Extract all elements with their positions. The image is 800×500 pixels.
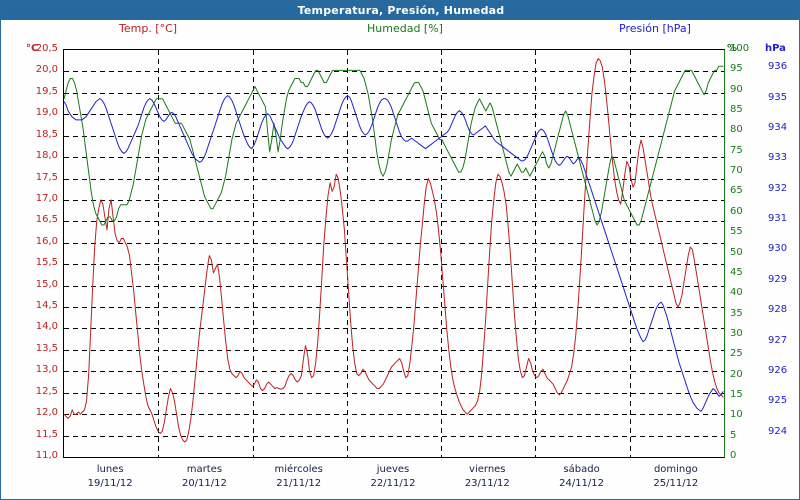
axis-tick-label: 19,5 xyxy=(35,85,58,97)
axis-tick-label: 12,5 xyxy=(35,385,58,397)
axis-tick-label: 16,5 xyxy=(35,214,58,226)
chart-legend: Temp. [°C] Humedad [%] Presión [hPa] xyxy=(1,22,799,38)
axis-tick-label: 929 xyxy=(768,273,788,285)
axis-tick-label: 95 xyxy=(730,63,743,75)
axis-tick-label: 55 xyxy=(730,226,743,238)
axis-tick-label: 934 xyxy=(768,121,788,133)
axis-unit-celsius: °C xyxy=(26,43,39,54)
axis-tick-label: 75 xyxy=(730,144,743,156)
axis-tick-label: 65 xyxy=(730,185,743,197)
x-axis-date: 22/11/12 xyxy=(370,478,416,489)
axis-tick-label: 933 xyxy=(768,152,788,164)
x-axis-date: 23/11/12 xyxy=(464,478,510,489)
axis-tick-label: 15,0 xyxy=(35,278,58,290)
x-axis-date: 19/11/12 xyxy=(87,478,133,489)
window-title-bar: Temperatura, Presión, Humedad xyxy=(1,1,799,20)
axis-tick-label: 60 xyxy=(730,205,743,217)
axis-tick-label: 11,5 xyxy=(35,428,58,440)
x-axis-date: 25/11/12 xyxy=(653,478,699,489)
axis-tick-label: 40 xyxy=(730,287,743,299)
axis-tick-label: 12,0 xyxy=(35,407,58,419)
axis-tick-label: 14,5 xyxy=(35,300,58,312)
x-axis-date: 20/11/12 xyxy=(181,478,227,489)
axis-tick-label: 80 xyxy=(730,124,743,136)
legend-item-humidity: Humedad [%] xyxy=(367,22,443,35)
legend-item-pressure: Presión [hPa] xyxy=(619,22,691,35)
axis-tick-label: 16,0 xyxy=(35,235,58,247)
x-axis-tick-label: viernes 23/11/12 xyxy=(432,463,542,491)
axis-tick-label: 13,0 xyxy=(35,364,58,376)
axis-tick-label: 70 xyxy=(730,165,743,177)
axis-tick-label: 11,0 xyxy=(35,450,58,461)
x-axis-tick-label: lunes 19/11/12 xyxy=(55,463,165,491)
axis-tick-label: 45 xyxy=(730,266,743,278)
axis-tick-label: 35 xyxy=(730,307,743,319)
x-axis-day-name: miércoles xyxy=(274,464,323,475)
axis-tick-label: 90 xyxy=(730,83,743,95)
x-axis-day-name: martes xyxy=(186,464,223,475)
x-axis-tick-label: martes 20/11/12 xyxy=(149,463,259,491)
axis-tick-label: 20 xyxy=(730,368,743,380)
axis-tick-label: 19,0 xyxy=(35,107,58,119)
plot-svg xyxy=(64,50,724,457)
x-axis-day-name: jueves xyxy=(376,464,410,475)
axis-tick-label: 18,5 xyxy=(35,128,58,140)
axis-tick-label: 15 xyxy=(730,388,743,400)
x-axis-tick-label: miércoles 21/11/12 xyxy=(244,463,354,491)
legend-item-temperature: Temp. [°C] xyxy=(119,22,178,35)
axis-tick-label: 5 xyxy=(730,429,737,441)
axis-tick-label: 25 xyxy=(730,348,743,360)
axis-tick-label: 30 xyxy=(730,327,743,339)
x-axis-tick-label: jueves 22/11/12 xyxy=(338,463,448,491)
x-axis-date: 21/11/12 xyxy=(276,478,322,489)
axis-unit-hpa: hPa xyxy=(765,43,786,54)
axis-tick-label: 926 xyxy=(768,364,788,376)
axis-tick-label: 935 xyxy=(768,91,788,103)
x-axis-tick-label: domingo 25/11/12 xyxy=(621,463,731,491)
axis-tick-label: 100 xyxy=(730,43,750,54)
axis-tick-label: 17,0 xyxy=(35,192,58,204)
axis-tick-label: 10 xyxy=(730,409,743,421)
axis-tick-label: 931 xyxy=(768,213,788,225)
axis-tick-label: 936 xyxy=(768,61,788,73)
temperature-axis-ticks: 20,5 20,0 19,5 19,0 18,5 18,0 17,5 17,0 16,5 16,0… xyxy=(13,1,58,499)
axis-tick-label: 0 xyxy=(730,450,737,461)
axis-unit-percent: % xyxy=(727,43,738,54)
axis-tick-label: 925 xyxy=(768,395,788,407)
page-title: Temperatura, Presión, Humedad xyxy=(297,4,505,17)
x-axis-day-name: sábado xyxy=(563,464,600,475)
axis-tick-label: 932 xyxy=(768,182,788,194)
x-axis-day-name: lunes xyxy=(96,464,124,475)
axis-tick-label: 17,5 xyxy=(35,171,58,183)
x-axis-date: 24/11/12 xyxy=(559,478,605,489)
axis-tick-label: 85 xyxy=(730,104,743,116)
axis-tick-label: 930 xyxy=(768,243,788,255)
axis-tick-label: 928 xyxy=(768,304,788,316)
humidity-axis-ticks: 100 95 90 85 80 75 70 65 60 55 50 45 40 35 30 25 20 15 10 5… xyxy=(730,1,760,499)
axis-tick-label: 13,5 xyxy=(35,342,58,354)
x-axis-tick-label: sábado 24/11/12 xyxy=(527,463,637,491)
axis-tick-label: 18,0 xyxy=(35,150,58,162)
axis-tick-label: 927 xyxy=(768,334,788,346)
axis-tick-label: 924 xyxy=(768,425,788,437)
x-axis-day-name: viernes xyxy=(469,464,506,475)
axis-tick-label: 50 xyxy=(730,246,743,258)
axis-tick-label: 20,5 xyxy=(35,43,58,54)
axis-tick-label: 14,0 xyxy=(35,321,58,333)
pressure-axis-ticks: 936 935 934 933 932 931 930 929 928 927 926 925 924 xyxy=(768,1,799,499)
plot-area xyxy=(63,49,725,458)
axis-tick-label: 20,0 xyxy=(35,64,58,76)
axis-tick-label: 15,5 xyxy=(35,257,58,269)
x-axis-labels: lunes 19/11/12 martes 20/11/12 miércoles 21/1… xyxy=(1,463,799,499)
x-axis-day-name: domingo xyxy=(653,464,698,475)
